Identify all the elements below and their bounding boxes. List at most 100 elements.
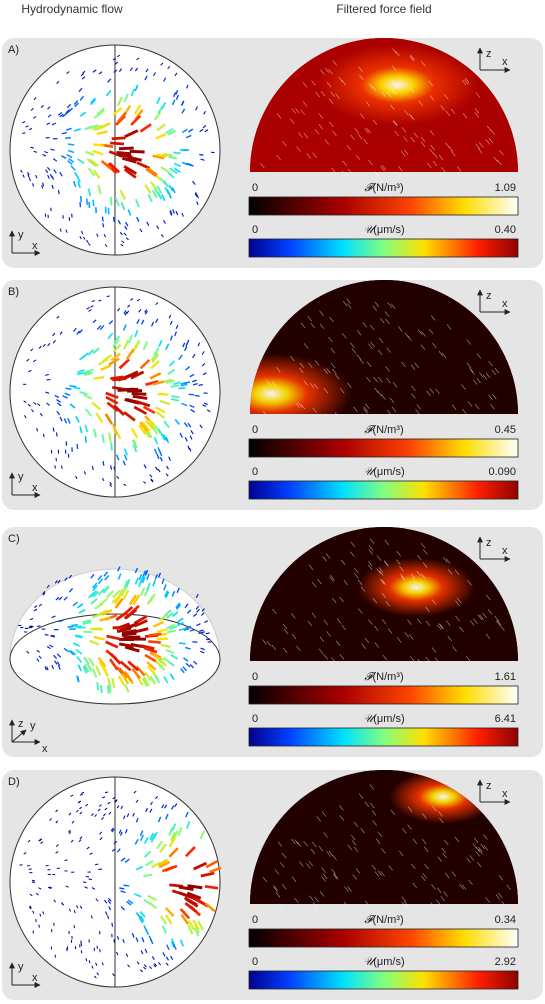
flow-arrow — [127, 964, 131, 968]
flow-arrow — [143, 836, 149, 844]
force-arrow — [355, 868, 361, 874]
flow-arrow — [177, 826, 183, 837]
force-arrow — [271, 381, 277, 387]
colorbar-title: 𝒰(μm/s) — [363, 466, 404, 478]
force-arrow — [263, 388, 268, 395]
force-arrow — [431, 884, 436, 890]
force-arrow — [407, 824, 412, 830]
force-arrow — [320, 69, 325, 75]
flow-arrow — [134, 577, 139, 585]
flow-arrow — [171, 99, 176, 106]
force-arrow — [343, 901, 349, 908]
flow-arrow — [175, 94, 179, 100]
flow-arrow — [155, 406, 166, 414]
force-arrow — [364, 637, 370, 644]
flow-arrow — [97, 578, 104, 585]
flow-arrow — [77, 664, 83, 672]
flow-arrow — [110, 442, 113, 451]
force-arrow — [426, 162, 432, 169]
flow-arrow — [149, 832, 154, 840]
flow-arrow — [106, 401, 119, 413]
force-arrow — [364, 128, 369, 134]
flow-arrow — [27, 174, 30, 178]
force-arrow — [410, 136, 415, 143]
colorbar-max: 1.09 — [495, 182, 516, 194]
flow-arrow — [38, 838, 42, 842]
flow-arrow — [102, 796, 106, 799]
flow-arrow — [178, 627, 186, 632]
flow-arrow — [51, 122, 57, 126]
force-arrow — [451, 150, 456, 157]
flow-arrow — [153, 964, 157, 968]
flow-arrow — [175, 210, 179, 216]
flow-arrow — [170, 384, 179, 388]
flow-arrow — [146, 582, 151, 591]
force-arrow — [454, 836, 460, 843]
flow-arrow — [196, 623, 201, 627]
flow-arrow — [127, 660, 140, 672]
flow-arrow — [87, 167, 96, 177]
flow-arrow — [45, 169, 49, 174]
force-heatmap-hotspot — [250, 527, 518, 661]
flow-arrow — [159, 915, 168, 925]
force-arrow — [326, 368, 331, 374]
force-arrow — [497, 159, 502, 166]
force-arrow — [410, 87, 415, 93]
flow-arrow — [106, 590, 115, 599]
force-arrow — [417, 658, 422, 665]
force-arrow — [308, 564, 314, 571]
flow-arrow — [22, 121, 26, 124]
force-arrow — [331, 597, 337, 603]
flow-arrow — [44, 666, 47, 671]
flow-arrow — [110, 653, 122, 665]
flow-arrow — [180, 383, 188, 387]
flow-arrow — [134, 838, 139, 845]
flow-arrow — [156, 123, 166, 132]
flow-arrow — [144, 653, 157, 663]
force-arrow — [321, 876, 326, 882]
force-arrow — [433, 152, 438, 159]
flow-arrow — [119, 887, 125, 890]
force-arrow — [430, 902, 435, 908]
flow-arrow — [53, 899, 57, 903]
flow-arrow — [28, 177, 32, 182]
force-arrow — [483, 845, 489, 851]
flow-arrow — [116, 805, 120, 809]
flow-arrow — [113, 404, 126, 416]
force-arrow — [378, 376, 383, 383]
flow-arrow — [139, 358, 151, 370]
force-arrow — [459, 626, 464, 632]
force-arrow — [386, 91, 392, 98]
force-arrow — [291, 876, 297, 882]
flow-arrow — [112, 106, 123, 116]
flow-arrow — [159, 456, 163, 462]
flow-arrow — [42, 911, 45, 915]
force-arrow — [385, 366, 390, 372]
flow-arrow — [147, 894, 157, 902]
force-arrow — [436, 899, 441, 905]
flow-arrow — [169, 625, 178, 631]
force-arrow — [474, 403, 480, 410]
flow-arrow — [25, 125, 29, 128]
flow-arrow — [58, 596, 63, 601]
force-arrow — [388, 865, 393, 871]
flow-arrow — [160, 643, 171, 648]
force-arrow — [340, 559, 346, 565]
flow-arrow — [162, 434, 168, 441]
flow-arrow — [153, 111, 162, 121]
force-arrow — [486, 125, 492, 132]
force-arrow — [391, 89, 397, 95]
flow-arrow — [38, 345, 42, 349]
flow-arrow — [45, 391, 50, 394]
force-arrow — [346, 144, 352, 151]
force-arrow — [354, 573, 359, 579]
force-arrow — [499, 149, 504, 156]
force-arrow — [356, 330, 362, 336]
flow-arrow — [80, 195, 83, 202]
flow-arrow — [139, 421, 149, 432]
flow-arrow — [55, 596, 60, 601]
flow-arrow — [91, 887, 96, 890]
flow-arrow — [91, 965, 94, 969]
flow-arrow — [75, 635, 83, 639]
force-arrow — [387, 410, 392, 416]
